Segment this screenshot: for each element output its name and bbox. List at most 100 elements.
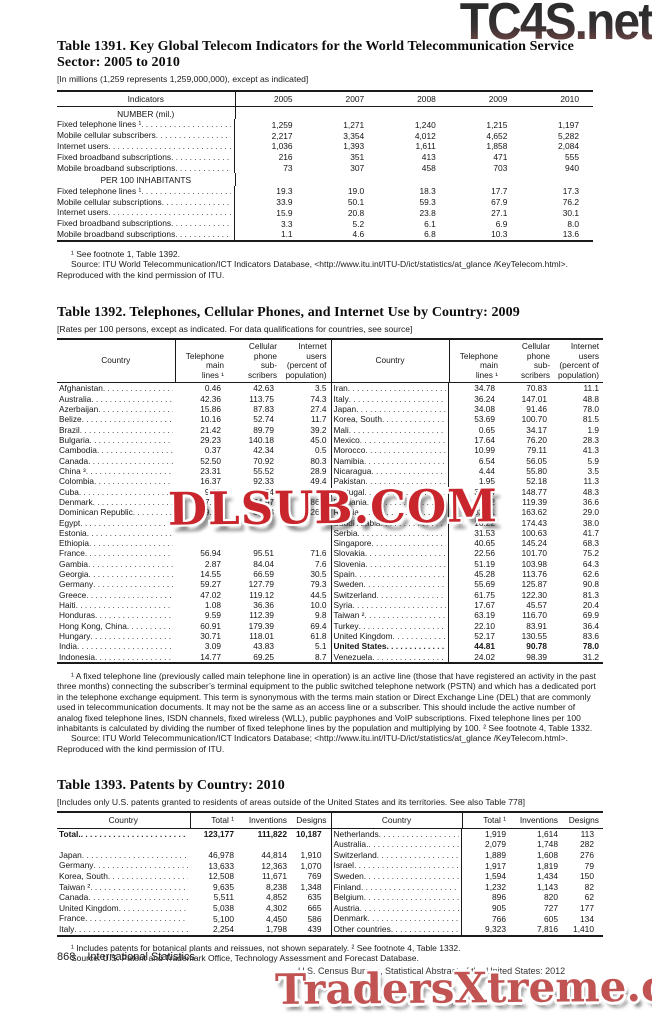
leader-dots xyxy=(141,119,231,129)
value-cell: 78.0 xyxy=(582,404,599,415)
value-cell: 14.77 xyxy=(200,651,221,662)
indicator-label: Mobile cellular subscriptions xyxy=(57,196,235,208)
leader-dots xyxy=(90,631,173,641)
country-cell: Hong Kong, China xyxy=(57,621,175,631)
value-cell: 78.0 xyxy=(582,641,599,652)
country-cell: Romania xyxy=(332,496,449,508)
value-cell: 5,282 xyxy=(558,130,579,141)
leader-dots xyxy=(85,548,173,558)
table-row: Fixed telephone lines ¹ 19.3 19.0 18.3 17.7 1… xyxy=(57,185,593,197)
leader-dots xyxy=(89,435,173,445)
value-cell: 3.3 xyxy=(280,218,293,229)
value-cell: 27.1 xyxy=(491,207,508,218)
indicator-label: Fixed broadband subscriptions xyxy=(57,151,235,163)
value-cell xyxy=(378,107,450,120)
column-header: Telephone main lines ¹ xyxy=(175,339,228,384)
leader-dots xyxy=(349,425,446,435)
country-cell: Korea, South xyxy=(57,871,190,882)
value-cell: 1.9 xyxy=(587,424,599,435)
value-cell: 13,633 xyxy=(208,860,234,871)
table-1391-title: Table 1391. Key Global Telecom Indicator… xyxy=(57,39,574,70)
country-cell: Korea, South xyxy=(332,414,449,425)
value-cell: 1.1 xyxy=(280,229,293,240)
value-cell: 43.83 xyxy=(253,641,274,652)
value-cell: 1,393 xyxy=(343,141,365,152)
column-header: Total ¹ xyxy=(462,812,515,829)
value-cell: 7,816 xyxy=(537,924,558,935)
value-cell: 163.62 xyxy=(521,507,547,518)
value-cell xyxy=(235,173,307,186)
indicator-label: Mobile broadband subscriptions xyxy=(57,162,235,174)
leader-dots xyxy=(89,569,173,579)
value-cell: 63.19 xyxy=(474,610,495,621)
value-cell: 1,197 xyxy=(558,119,579,130)
value-cell: 44.5 xyxy=(281,589,332,601)
value-cell: 16.37 xyxy=(200,476,221,487)
value-cell: 10.0 xyxy=(281,600,332,611)
leader-dots xyxy=(80,518,173,528)
value-cell: 439 xyxy=(296,923,332,936)
value-cell: 15.86 xyxy=(200,404,221,415)
value-cell: 113.76 xyxy=(522,569,547,580)
leader-dots xyxy=(82,850,188,860)
value-cell: 73 xyxy=(283,162,293,173)
leader-dots xyxy=(95,610,173,620)
leader-dots xyxy=(361,882,459,892)
table-row: Estonia Serbia 31.53 100.63 41.7 xyxy=(57,527,603,539)
country-cell: Egypt xyxy=(57,518,175,528)
country-cell: Namibia xyxy=(332,455,449,466)
value-cell xyxy=(281,517,332,528)
country-cell: Venezuela xyxy=(332,651,449,662)
value-cell: 1,259 xyxy=(271,119,293,130)
value-cell: 36.4 xyxy=(582,620,599,631)
value-cell: 9.57 xyxy=(204,507,221,518)
value-cell: 17.67 xyxy=(474,600,495,611)
table-row: Fixed telephone lines ¹ 1,259 1,271 1,240 1,… xyxy=(57,119,593,131)
country-cell: Austria xyxy=(332,902,462,914)
value-cell: 20.4 xyxy=(582,600,599,611)
value-cell: 2,217 xyxy=(271,130,293,141)
column-header: 2010 xyxy=(521,91,593,108)
value-cell: 85.53 xyxy=(253,507,274,518)
value-cell: 3.09 xyxy=(204,641,221,652)
value-cell: 30.71 xyxy=(200,630,221,641)
value-cell: 36.36 xyxy=(253,600,274,611)
leader-dots xyxy=(85,913,188,923)
value-cell: 2,254 xyxy=(213,924,234,935)
value-cell: 53.69 xyxy=(474,414,495,425)
value-cell: 635 xyxy=(296,892,332,903)
value-cell xyxy=(450,173,522,186)
value-cell: 90.78 xyxy=(526,641,547,652)
leader-dots xyxy=(356,404,446,414)
value-cell: 38.0 xyxy=(582,517,599,528)
country-cell: Brazil xyxy=(57,425,175,435)
table-1391: Indicators 2005 2007 2008 2009 2010 NUMB… xyxy=(57,90,603,242)
value-cell: 22.10 xyxy=(474,620,495,631)
value-cell: 118.01 xyxy=(249,630,274,641)
value-cell: 75.2 xyxy=(582,548,599,559)
value-cell: 48.3 xyxy=(582,486,599,497)
value-cell: 33.9 xyxy=(276,197,293,208)
value-cell: 52.74 xyxy=(253,414,274,425)
table-1391-header-row: Indicators 2005 2007 2008 2009 2010 xyxy=(57,91,593,108)
column-header: Cellular phone sub- scribers xyxy=(228,339,281,384)
value-cell: 6.54 xyxy=(478,455,495,466)
table-1392-header-row: Country Telephone main lines ¹ Cellular … xyxy=(57,339,603,384)
value-cell: 555 xyxy=(565,152,579,163)
value-cell: 1,917 xyxy=(485,860,506,871)
value-cell: 101.70 xyxy=(521,548,547,559)
value-cell: 36.6 xyxy=(582,496,599,507)
value-cell: 1,889 xyxy=(485,849,506,860)
value-cell: 44.81 xyxy=(474,641,495,652)
country-cell: Japan xyxy=(332,404,449,415)
value-cell: 10.3 xyxy=(491,229,508,240)
value-cell: 37.69 xyxy=(200,496,221,507)
value-cell: 10.99 xyxy=(474,445,495,456)
